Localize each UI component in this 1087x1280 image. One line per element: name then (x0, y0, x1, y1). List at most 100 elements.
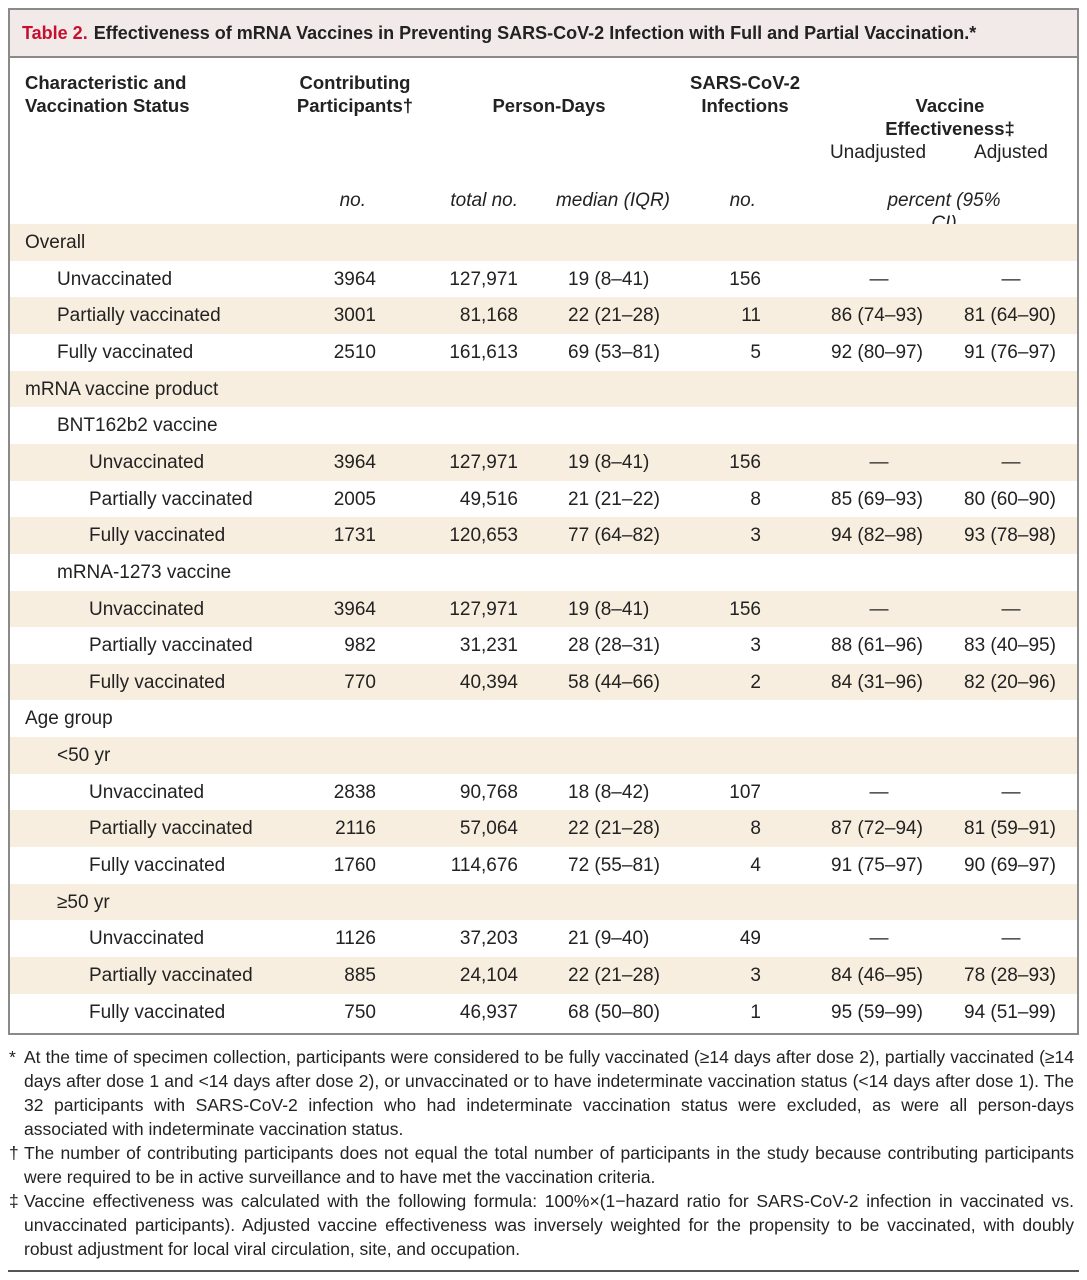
cell: 1731 (333, 525, 376, 547)
unit-label: no. (339, 190, 366, 211)
cell: 72 (55–81) (568, 855, 660, 877)
cell: 18 (8–42) (568, 781, 650, 803)
cell: 5 (750, 341, 761, 363)
row-band (10, 883, 1077, 921)
cell: 78 (28–93) (964, 965, 1056, 986)
row-label: Fully vaccinated (89, 671, 226, 693)
cell: 84 (46–95) (831, 965, 923, 986)
cell: 37,203 (459, 928, 518, 950)
cell: 68 (50–80) (568, 1001, 660, 1023)
column-header: Contributing Participants† (296, 72, 414, 116)
cell: 3001 (333, 305, 376, 327)
column-header: Vaccine Effectiveness‡ (885, 95, 1015, 139)
cell: 3 (750, 525, 761, 547)
cell: 161,613 (449, 341, 518, 363)
cell: 22 (21–28) (568, 818, 660, 840)
cell: — (869, 598, 889, 620)
bottom-rule (8, 1270, 1079, 1272)
cell: 87 (72–94) (831, 818, 923, 840)
cell: 3964 (333, 451, 376, 473)
cell: 94 (82–98) (831, 525, 923, 547)
cell: 24,104 (459, 965, 518, 986)
row-band (10, 517, 1077, 554)
cell: 2005 (333, 488, 376, 510)
table-frame (8, 8, 1079, 1035)
table-title: Effectiveness of mRNA Vaccines in Preven… (93, 23, 977, 43)
cell: 84 (31–96) (831, 671, 923, 693)
cell: 3964 (333, 268, 376, 290)
cell: 127,971 (449, 268, 518, 290)
row-band (10, 957, 1077, 994)
title-bar (10, 10, 1077, 58)
cell: 3964 (333, 598, 376, 620)
footnote: At the time of specimen collection, part… (24, 1047, 1074, 1139)
column-header: Characteristic and Vaccination Status (25, 72, 190, 116)
cell: 77 (64–82) (568, 525, 660, 547)
column-header: SARS-CoV-2 Infections (690, 72, 800, 116)
cell: 92 (80–97) (831, 341, 923, 363)
cell: — (1001, 268, 1021, 290)
cell: 91 (75–97) (831, 855, 923, 877)
cell: 770 (344, 671, 376, 693)
row-band (10, 297, 1077, 334)
cell: 81 (64–90) (964, 305, 1056, 327)
cell: — (1001, 781, 1021, 803)
cell: 21 (21–22) (568, 488, 660, 510)
cell: 22 (21–28) (568, 965, 660, 986)
cell: 81,168 (459, 305, 518, 327)
row-label: Fully vaccinated (57, 341, 194, 363)
row-label: Partially vaccinated (89, 818, 253, 840)
cell: 85 (69–93) (831, 488, 923, 510)
cell: — (869, 451, 889, 473)
row-band (10, 663, 1077, 701)
cell: 127,971 (449, 451, 518, 473)
cell: — (869, 268, 889, 290)
cell: 19 (8–41) (568, 598, 650, 620)
cell: 93 (78–98) (964, 525, 1056, 547)
cell: 31,231 (459, 635, 518, 657)
cell: 88 (61–96) (831, 635, 923, 657)
cell: 1 (750, 1001, 761, 1023)
row-label: Unvaccinated (57, 268, 173, 290)
cell: 40,394 (459, 671, 518, 693)
cell: 86 (74–93) (831, 305, 923, 327)
cell: 80 (60–90) (964, 488, 1056, 510)
cell: — (1001, 928, 1021, 950)
row-label: Fully vaccinated (89, 855, 226, 877)
cell: 90 (69–97) (964, 855, 1056, 877)
row-label: Unvaccinated (89, 928, 205, 950)
subheader: Adjusted (974, 142, 1048, 163)
row-label: Fully vaccinated (89, 1001, 226, 1023)
row-band (10, 810, 1077, 848)
row-label: Fully vaccinated (89, 525, 226, 547)
column-header: Person-Days (492, 95, 606, 116)
row-heading: Age group (25, 708, 113, 730)
cell: 91 (76–97) (964, 341, 1056, 363)
cell: 982 (344, 635, 376, 657)
cell: 2116 (335, 818, 376, 840)
subheader: Unadjusted (829, 142, 927, 163)
cell: 49,516 (459, 488, 518, 510)
cell: 156 (729, 451, 761, 473)
row-heading: Overall (25, 232, 86, 253)
row-heading: ≥50 yr (57, 891, 110, 913)
cell: 885 (344, 965, 376, 986)
cell: 83 (40–95) (964, 635, 1056, 657)
cell: 21 (9–40) (568, 928, 650, 950)
cell: 94 (51–99) (964, 1001, 1056, 1023)
cell: 107 (729, 781, 761, 803)
footnote-symbol: ‡ (9, 1191, 19, 1211)
row-band (10, 443, 1077, 481)
cell: 19 (8–41) (568, 451, 650, 473)
cell: 1126 (335, 928, 376, 950)
row-label: Partially vaccinated (89, 488, 253, 510)
cell: 46,937 (459, 1001, 518, 1023)
row-label: Unvaccinated (89, 451, 205, 473)
cell: — (1001, 451, 1021, 473)
row-heading: mRNA vaccine product (25, 378, 219, 400)
cell: 22 (21–28) (568, 305, 660, 327)
cell: — (869, 781, 889, 803)
cell: 3 (750, 965, 761, 986)
cell: 120,653 (449, 525, 518, 547)
